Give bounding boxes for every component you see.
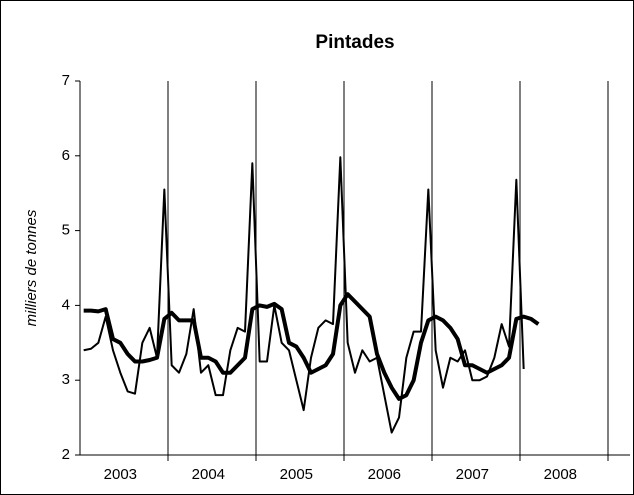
x-tick-label: 2004: [192, 466, 225, 483]
x-tick-label: 2005: [280, 466, 313, 483]
y-tick-label: 7: [62, 72, 70, 89]
chart-title: Pintades: [315, 32, 394, 53]
y-tick-label: 3: [62, 371, 70, 388]
y-axis-label: milliers de tonnes: [23, 209, 40, 326]
x-tick-label: 2007: [456, 466, 489, 483]
series-line: [83, 292, 540, 401]
y-tick-label: 6: [62, 147, 70, 164]
x-tick-label: 2008: [544, 466, 577, 483]
x-tick-label: 2006: [368, 466, 401, 483]
y-tick-label: 2: [62, 446, 70, 463]
y-tick-label: 5: [62, 222, 70, 239]
y-tick-label: 4: [62, 296, 70, 313]
x-tick-label: 2003: [104, 466, 137, 483]
